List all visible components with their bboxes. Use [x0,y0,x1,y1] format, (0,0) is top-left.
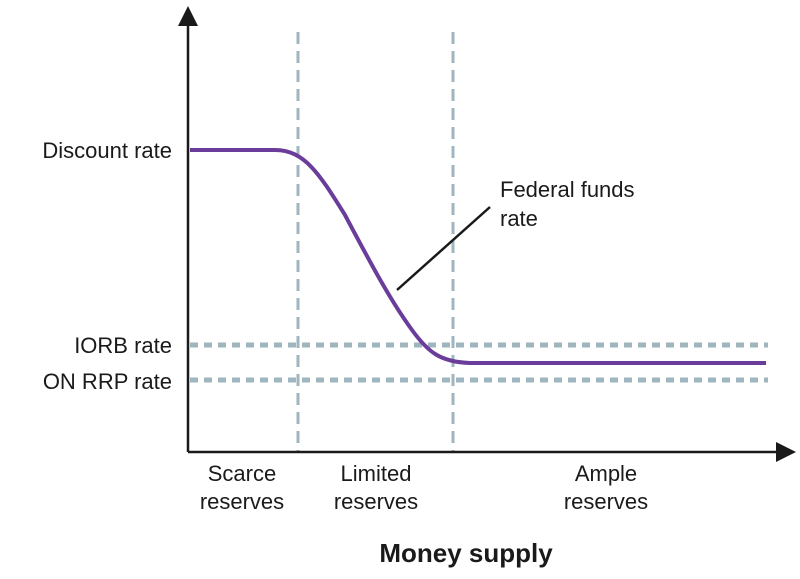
y-label-on-rrp-rate: ON RRP rate [43,369,172,394]
annotation-pointer [396,206,491,291]
region-scarce-line-2: reserves [200,489,284,514]
annotation-line-1: Federal funds [500,177,635,202]
region-limited-line-2: reserves [334,489,418,514]
annotation-line-2: rate [500,206,538,231]
region-ample-line-2: reserves [564,489,648,514]
federal-funds-rate-curve [190,148,766,365]
y-label-iorb-rate: IORB rate [74,333,172,358]
y-label-discount-rate: Discount rate [42,138,172,163]
x-axis-title: Money supply [379,538,553,568]
region-limited-line-1: Limited [341,461,412,486]
region-ample-line-1: Ample [575,461,637,486]
region-scarce-line-1: Scarce [208,461,276,486]
